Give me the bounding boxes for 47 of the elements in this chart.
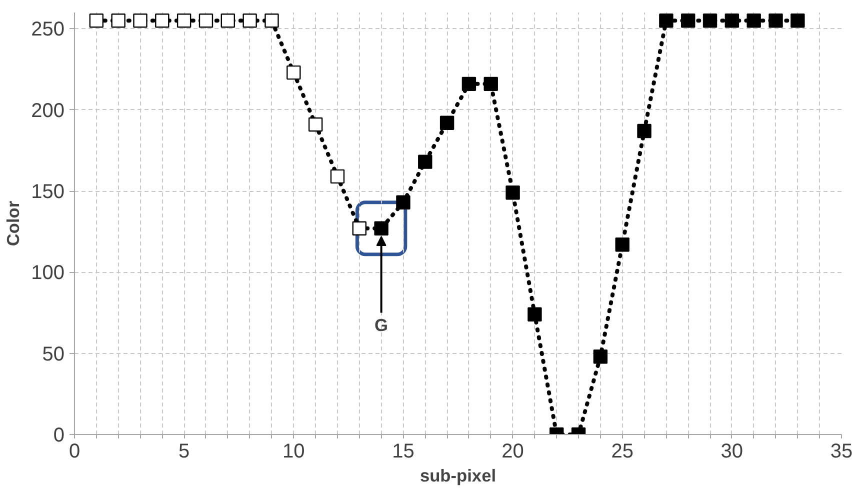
- y-tick-label: 250: [31, 18, 65, 41]
- point: [768, 14, 783, 28]
- x-tick-label: 30: [720, 440, 744, 462]
- point: [593, 349, 608, 364]
- point: [286, 65, 301, 80]
- point: [637, 124, 652, 138]
- y-axis-title: Color: [3, 200, 24, 246]
- point: [528, 307, 542, 322]
- x-tick-label: 10: [282, 440, 305, 462]
- y-tick-label: 200: [31, 100, 65, 122]
- x-tick-label: 25: [611, 440, 634, 462]
- x-tick-label: 35: [830, 440, 853, 462]
- point: [330, 169, 345, 184]
- point: [681, 14, 696, 28]
- point: [308, 117, 323, 132]
- point: [440, 116, 454, 130]
- x-axis-title: sub-pixel: [420, 466, 496, 486]
- annotation: G: [374, 314, 388, 335]
- point: [462, 76, 476, 92]
- point: [724, 14, 740, 28]
- point: [702, 14, 718, 28]
- point: [133, 14, 148, 28]
- point: [484, 76, 498, 92]
- x-tick-label: 15: [392, 440, 414, 462]
- point: [396, 195, 410, 210]
- point: [242, 14, 257, 28]
- y-tick-label: 50: [42, 343, 65, 366]
- point: [659, 14, 674, 28]
- x-tick-label: 0: [68, 440, 80, 462]
- y-tick-label: 0: [53, 424, 64, 446]
- point: [220, 14, 235, 28]
- y-tick-label: 150: [31, 181, 65, 204]
- point: [418, 154, 432, 169]
- y-tick-label: 100: [31, 262, 65, 284]
- x-tick-label: 20: [502, 440, 524, 462]
- point: [155, 14, 170, 28]
- point: [615, 238, 630, 252]
- point: [89, 14, 104, 28]
- point: [264, 14, 279, 28]
- point: [198, 14, 214, 28]
- point: [352, 221, 366, 236]
- x-tick-label: 5: [178, 440, 190, 462]
- point: [176, 14, 192, 28]
- point: [746, 14, 761, 28]
- point: [111, 14, 126, 28]
- point: [790, 14, 805, 28]
- point: [506, 186, 520, 200]
